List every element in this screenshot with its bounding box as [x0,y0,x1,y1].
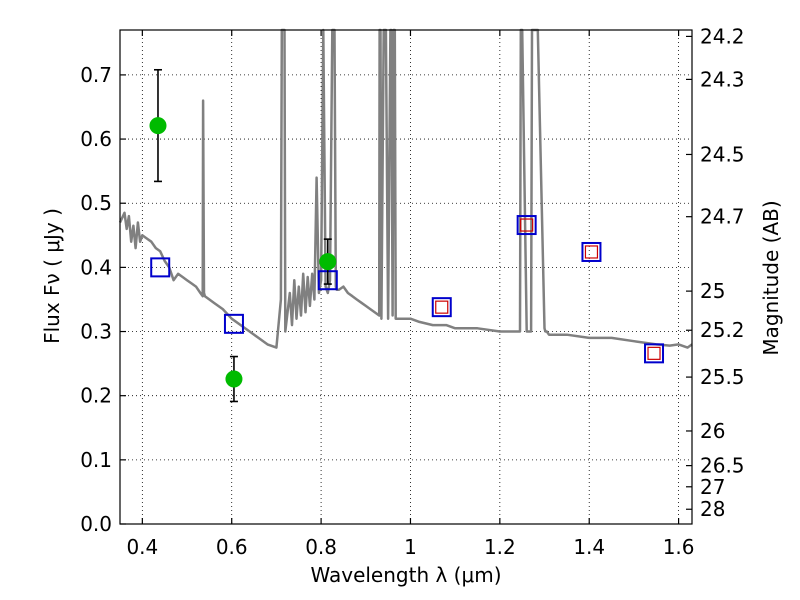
x-tick-label: 1.6 [663,535,695,559]
x-tick-labels: 0.4 0.6 0.8 1 1.2 1.4 1.6 [126,535,694,559]
measured-flux-point [225,370,243,388]
x-tick-label: 1.4 [573,535,605,559]
measured-flux-point [319,253,337,271]
photometry-square [150,257,171,278]
y-tick-label: 0.3 [80,320,112,344]
right-tick-label: 25.5 [700,365,745,389]
x-tick-label: 1 [404,535,417,559]
photometry-square [516,215,537,236]
photometry-square [581,241,602,262]
right-axis-title: Magnitude (AB) [759,200,783,355]
photometry-square [223,313,244,334]
photometry-square [644,343,665,364]
model-inner-square [520,218,534,232]
x-tick-label: 0.6 [216,535,248,559]
right-tick-label: 24.7 [700,205,745,229]
right-tick-label: 24.3 [700,67,745,91]
model-inner-square [647,346,661,360]
y-tick-label: 0.1 [80,448,112,472]
model-spectrum-layer [118,28,693,349]
model-inner-square [584,245,599,259]
model-spectrum-line [118,28,693,349]
x-tick-label: 0.8 [305,535,337,559]
x-tick-label: 0.4 [126,535,158,559]
y-tick-label: 0.6 [80,127,112,151]
right-tick-label: 25.2 [700,318,745,342]
photometry-square [431,297,452,318]
y-tick-label: 0.5 [80,191,112,215]
y-tick-label: 0.7 [80,63,112,87]
x-tick-label: 1.2 [484,535,516,559]
y-tick-label: 0.4 [80,255,112,279]
markers-layer [149,68,665,403]
x-axis-title: Wavelength λ (μm) [310,563,501,587]
axes-frame [119,29,693,525]
grid [120,30,692,524]
right-tick-label: 25 [700,279,725,303]
measured-flux-point [149,117,167,135]
right-tick-label: 24.2 [700,24,745,48]
y-tick-label: 0.2 [80,384,112,408]
model-inner-square [435,300,449,314]
y-tick-labels: 0.0 0.1 0.2 0.3 0.4 0.5 0.6 0.7 [80,63,112,536]
right-tick-label: 26 [700,419,725,443]
right-tick-label: 26.5 [700,454,745,478]
right-tick-label: 24.5 [700,142,745,166]
y-axis-title: Flux Fν ( μJy ) [40,208,64,344]
y-tick-label: 0.0 [80,512,112,536]
tick-marks [120,30,692,525]
right-tick-label: 28 [700,497,725,521]
right-tick-label: 27 [700,475,725,499]
